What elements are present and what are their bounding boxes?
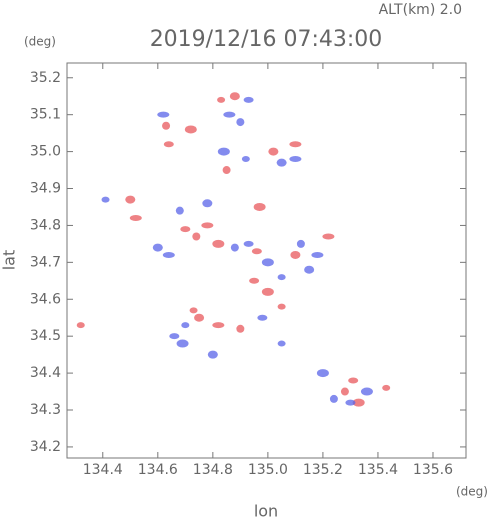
echo-blob [253, 202, 266, 211]
echo-blob [125, 195, 136, 204]
x-tick-label: 134.8 [193, 462, 233, 478]
echo-blob [223, 111, 236, 118]
echo-blob [236, 324, 245, 333]
echo-blob [236, 118, 245, 127]
echo-blob [289, 155, 302, 162]
echo-blob [276, 158, 287, 167]
y-tick-label: 34.4 [30, 365, 61, 381]
echo-blob [201, 222, 214, 229]
echo-blob [129, 215, 142, 222]
echo-blob [261, 258, 274, 267]
echo-blob [289, 141, 302, 148]
chart-subtitle: ALT(km) 2.0 [379, 2, 462, 18]
echo-blob [189, 307, 198, 314]
echo-blob [176, 339, 189, 348]
y-tick-label: 35.2 [30, 70, 61, 86]
echo-blob [249, 277, 260, 284]
y-tick-label: 35.0 [30, 144, 61, 160]
x-unit: (deg) [456, 485, 488, 499]
echo-blob [243, 96, 254, 103]
echo-blob [261, 287, 274, 296]
echo-blob [212, 322, 225, 329]
echo-blob [382, 384, 391, 391]
echo-blob [322, 233, 335, 240]
echo-blob [157, 111, 170, 118]
echo-blob [222, 166, 231, 175]
echo-blob [217, 96, 226, 103]
echo-blob [241, 155, 250, 162]
echo-blob [192, 232, 201, 241]
echo-blob [352, 398, 365, 407]
y-tick-label: 35.1 [30, 107, 61, 123]
x-tick-label: 135.4 [358, 462, 398, 478]
echo-blob [257, 314, 268, 321]
echo-blob [162, 121, 171, 130]
echo-blob [360, 387, 373, 396]
echo-blob [277, 274, 286, 281]
echo-blob [202, 199, 213, 208]
echo-blob [290, 250, 301, 259]
echo-blob [184, 125, 197, 134]
echo-blob [180, 226, 191, 233]
y-tick-label: 34.5 [30, 328, 61, 344]
y-tick-label: 34.6 [30, 291, 61, 307]
echo-blob [348, 377, 359, 384]
echo-blob [316, 369, 329, 378]
echo-blob [181, 322, 190, 329]
echo-blob [277, 303, 286, 310]
echo-blob [76, 322, 85, 329]
echo-blob [194, 313, 205, 322]
echo-blob [152, 243, 163, 252]
y-axis-label: lat [0, 250, 19, 271]
y-tick-label: 34.2 [30, 439, 61, 455]
echo-blob [101, 196, 110, 203]
echo-blob [163, 141, 174, 148]
echo-blob [217, 147, 230, 156]
chart-title: 2019/12/16 07:43:00 [150, 27, 383, 52]
x-axis-label: lon [254, 502, 278, 521]
echo-blob [162, 251, 175, 258]
echo-blob [304, 265, 315, 274]
y-tick-label: 34.7 [30, 254, 61, 270]
echo-blob [340, 387, 349, 396]
echo-blob [251, 248, 262, 255]
echo-blob [230, 243, 239, 252]
echo-blob [329, 394, 338, 403]
y-unit: (deg) [24, 35, 56, 49]
echo-blob [229, 92, 240, 101]
x-tick-label: 135.0 [248, 462, 288, 478]
x-tick-label: 134.4 [83, 462, 123, 478]
echo-blob [345, 399, 356, 406]
x-tick-label: 134.6 [138, 462, 178, 478]
x-tick-label: 135.6 [413, 462, 453, 478]
y-tick-label: 34.3 [30, 402, 61, 418]
echo-blob [277, 340, 286, 347]
echo-blob [243, 240, 254, 247]
y-tick-label: 34.9 [30, 181, 61, 197]
y-tick-label: 34.8 [30, 217, 61, 233]
echo-blob [175, 206, 184, 215]
x-tick-label: 135.2 [303, 462, 343, 478]
echo-blob [207, 350, 218, 359]
echo-blob [296, 239, 305, 248]
echo-blob [169, 333, 180, 340]
plot-frame [66, 62, 467, 459]
echo-blob [212, 239, 225, 248]
echo-blob [311, 251, 324, 258]
echo-blob [268, 147, 279, 156]
